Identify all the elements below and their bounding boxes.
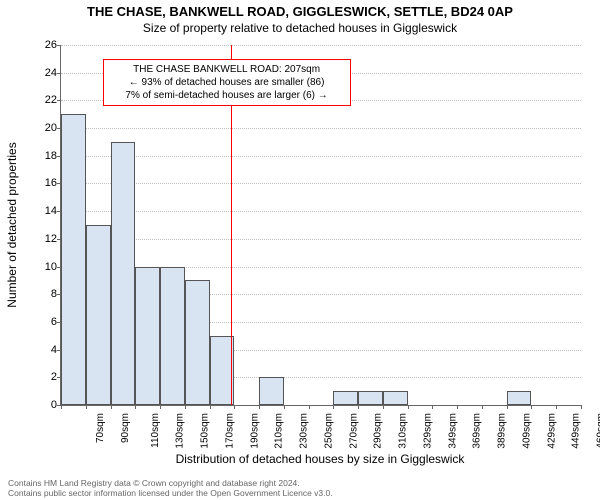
x-tick-label: 290sqm <box>373 413 384 449</box>
x-tick-label: 389sqm <box>497 413 508 449</box>
x-tick-mark <box>432 405 433 409</box>
y-tick-label: 22 <box>33 94 57 106</box>
x-tick-label: 310sqm <box>398 413 409 449</box>
x-tick-mark <box>259 405 260 409</box>
x-tick-mark <box>408 405 409 409</box>
x-tick-label: 190sqm <box>249 413 260 449</box>
annotation-line: 7% of semi-detached houses are larger (6… <box>110 89 344 102</box>
x-tick-mark <box>61 405 62 409</box>
plot-area: 0246810121416182022242670sqm90sqm110sqm1… <box>60 45 581 406</box>
x-tick-mark <box>556 405 557 409</box>
x-tick-label: 270sqm <box>348 413 359 449</box>
y-tick-mark <box>57 100 61 101</box>
x-tick-mark <box>358 405 359 409</box>
x-tick-mark <box>581 405 582 409</box>
x-tick-label: 150sqm <box>200 413 211 449</box>
x-tick-mark <box>210 405 211 409</box>
y-tick-label: 20 <box>33 122 57 134</box>
annotation-line: THE CHASE BANKWELL ROAD: 207sqm <box>110 63 344 76</box>
x-axis-label: Distribution of detached houses by size … <box>60 452 580 466</box>
histogram-bar <box>185 280 210 405</box>
chart-subtitle: Size of property relative to detached ho… <box>0 21 600 35</box>
x-tick-label: 130sqm <box>175 413 186 449</box>
footer-attribution: Contains HM Land Registry data © Crown c… <box>8 479 333 499</box>
x-tick-label: 369sqm <box>472 413 483 449</box>
x-tick-mark <box>333 405 334 409</box>
x-tick-mark <box>531 405 532 409</box>
x-tick-mark <box>383 405 384 409</box>
histogram-bar <box>358 391 383 405</box>
gridline <box>61 239 581 240</box>
gridline <box>61 183 581 184</box>
annotation-box: THE CHASE BANKWELL ROAD: 207sqm← 93% of … <box>103 59 351 106</box>
x-tick-label: 429sqm <box>546 413 557 449</box>
y-tick-label: 6 <box>33 316 57 328</box>
gridline <box>61 156 581 157</box>
y-axis-label: Number of detached properties <box>5 142 19 307</box>
x-tick-label: 90sqm <box>120 413 131 443</box>
x-tick-label: 230sqm <box>299 413 310 449</box>
x-tick-label: 210sqm <box>274 413 285 449</box>
x-tick-label: 329sqm <box>422 413 433 449</box>
x-tick-mark <box>234 405 235 409</box>
y-tick-label: 0 <box>33 399 57 411</box>
histogram-bar <box>259 377 284 405</box>
y-tick-label: 2 <box>33 371 57 383</box>
x-tick-mark <box>111 405 112 409</box>
x-tick-mark <box>457 405 458 409</box>
histogram-bar <box>111 142 136 405</box>
gridline <box>61 45 581 46</box>
y-tick-label: 10 <box>33 261 57 273</box>
x-tick-mark <box>482 405 483 409</box>
x-tick-mark <box>309 405 310 409</box>
gridline <box>61 128 581 129</box>
histogram-bar <box>86 225 111 405</box>
x-tick-mark <box>507 405 508 409</box>
x-tick-label: 250sqm <box>323 413 334 449</box>
y-tick-label: 8 <box>33 288 57 300</box>
histogram-bar <box>383 391 408 405</box>
annotation-line: ← 93% of detached houses are smaller (86… <box>110 76 344 89</box>
histogram-bar <box>507 391 532 405</box>
y-tick-label: 4 <box>33 344 57 356</box>
histogram-bar <box>160 267 185 405</box>
gridline <box>61 211 581 212</box>
y-tick-mark <box>57 73 61 74</box>
y-tick-label: 18 <box>33 150 57 162</box>
histogram-bar <box>61 114 86 405</box>
histogram-bar <box>333 391 358 405</box>
x-tick-mark <box>86 405 87 409</box>
x-tick-mark <box>135 405 136 409</box>
chart-title: THE CHASE, BANKWELL ROAD, GIGGLESWICK, S… <box>0 4 600 19</box>
y-tick-mark <box>57 45 61 46</box>
x-tick-label: 449sqm <box>571 413 582 449</box>
x-tick-mark <box>284 405 285 409</box>
y-tick-label: 12 <box>33 233 57 245</box>
histogram-bar <box>135 267 160 405</box>
y-tick-label: 14 <box>33 205 57 217</box>
x-tick-label: 469sqm <box>596 413 600 449</box>
x-tick-mark <box>185 405 186 409</box>
y-tick-label: 24 <box>33 67 57 79</box>
y-tick-label: 16 <box>33 177 57 189</box>
x-tick-label: 110sqm <box>149 413 160 448</box>
x-tick-label: 70sqm <box>95 413 106 443</box>
x-tick-label: 170sqm <box>224 413 235 449</box>
x-tick-label: 409sqm <box>522 413 533 449</box>
x-tick-mark <box>160 405 161 409</box>
y-tick-label: 26 <box>33 39 57 51</box>
footer-line-2: Contains public sector information licen… <box>8 489 333 499</box>
x-tick-label: 349sqm <box>447 413 458 449</box>
